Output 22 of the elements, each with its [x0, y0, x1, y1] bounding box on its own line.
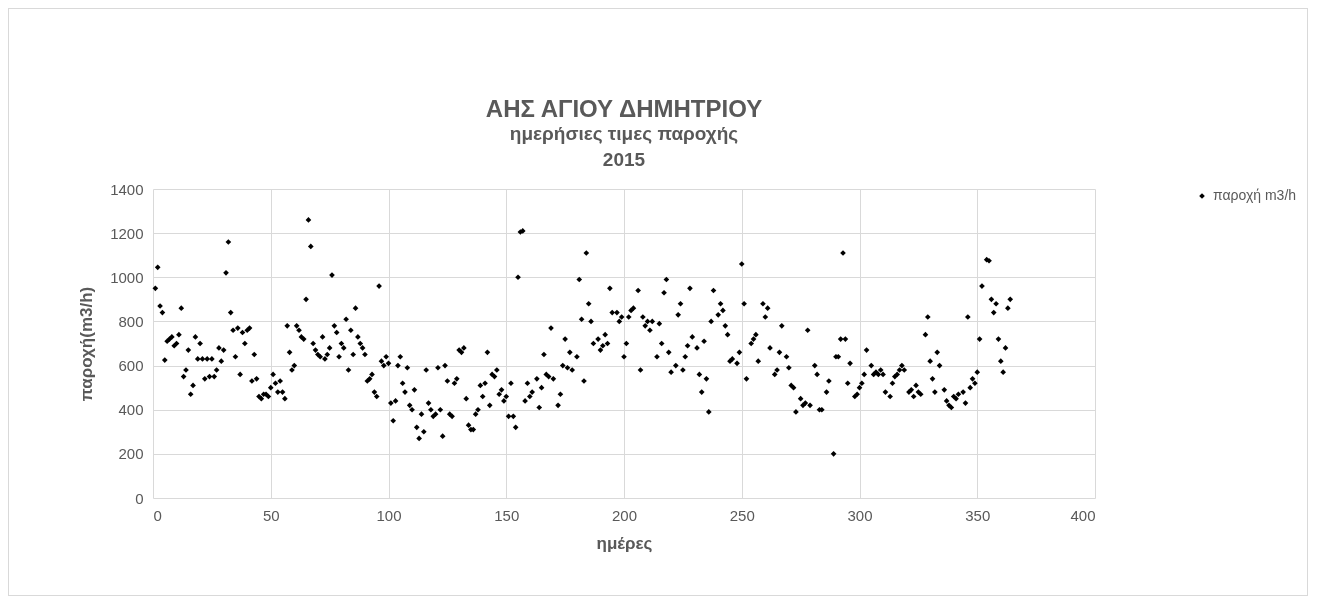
- legend-label: παροχή m3/h: [1213, 187, 1297, 203]
- y-tick-label: 600: [118, 357, 144, 375]
- y-tick-label: 1000: [110, 268, 144, 286]
- y-axis-title: παροχή(m3/h): [77, 286, 97, 402]
- y-tick-label: 0: [135, 489, 144, 507]
- chart-subtitle: ημερήσιες τιμες παροχής 2015: [509, 123, 739, 170]
- y-tick-label: 1400: [110, 180, 144, 198]
- x-tick-label: 200: [611, 506, 638, 524]
- y-tick-label: 1200: [110, 224, 144, 242]
- x-tick-label: 0: [153, 506, 162, 524]
- chart-title: ΑΗΣ ΑΓΙΟΥ ΔΗΜΗΤΡΙΟΥ: [485, 95, 763, 122]
- x-tick-label: 300: [847, 506, 873, 524]
- x-tick-label: 400: [1070, 506, 1096, 524]
- x-tick-label: 250: [729, 506, 755, 524]
- y-tick-label: 800: [118, 312, 144, 330]
- y-tick-label: 200: [118, 445, 144, 463]
- x-tick-label: 350: [965, 506, 991, 524]
- y-tick-label: 400: [118, 401, 144, 419]
- x-tick-label: 100: [376, 506, 402, 524]
- x-tick-label: 150: [494, 506, 520, 524]
- x-tick-label: 50: [262, 506, 280, 524]
- x-axis-title: ημέρες: [596, 533, 653, 553]
